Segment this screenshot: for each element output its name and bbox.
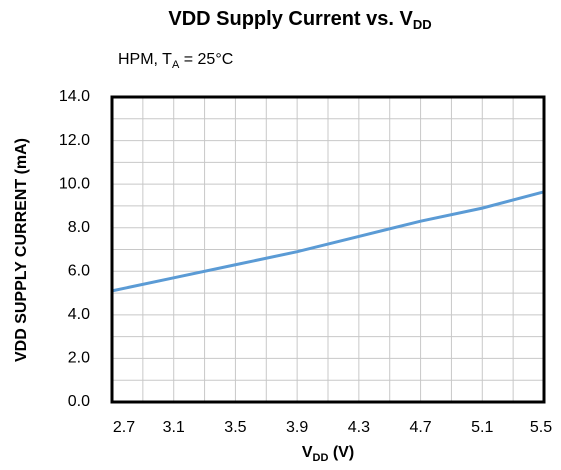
subtitle-rest: = 25°C xyxy=(179,51,233,68)
x-axis-label: VDD (V) xyxy=(302,444,354,464)
xlabel-subscript: DD xyxy=(313,452,329,464)
chart-title: VDD Supply Current vs. VDD xyxy=(168,8,431,32)
subtitle-text: HPM, T xyxy=(118,51,172,68)
y-tick-label: 0.0 xyxy=(68,393,90,410)
y-tick-label: 14.0 xyxy=(59,88,90,105)
xlabel-rest: (V) xyxy=(328,444,354,461)
x-tick-label: 4.7 xyxy=(409,419,431,436)
x-tick-label: 3.5 xyxy=(224,419,246,436)
y-tick-label: 8.0 xyxy=(68,219,90,236)
x-tick-label: 3.1 xyxy=(163,419,185,436)
x-tick-label: 5.1 xyxy=(471,419,493,436)
y-tick-label: 12.0 xyxy=(59,132,90,149)
y-tick-label: 6.0 xyxy=(68,263,90,280)
x-tick-label: 5.5 xyxy=(530,419,552,436)
chart-subtitle: HPM, TA = 25°C xyxy=(118,51,233,71)
x-tick-label: 3.9 xyxy=(286,419,308,436)
y-axis-label: VDD SUPPLY CURRENT (mA) xyxy=(13,138,30,362)
x-tick-label: 4.3 xyxy=(348,419,370,436)
y-tick-label: 2.0 xyxy=(68,350,90,367)
xlabel-text: V xyxy=(302,444,313,461)
y-tick-label: 4.0 xyxy=(68,306,90,323)
data-line xyxy=(111,190,545,293)
subtitle-subscript: A xyxy=(172,59,180,71)
title-subscript: DD xyxy=(413,17,432,32)
y-tick-label: 10.0 xyxy=(59,175,90,192)
plot-border xyxy=(110,95,546,404)
title-text: VDD Supply Current vs. V xyxy=(168,8,413,30)
x-tick-label: 2.7 xyxy=(113,419,135,436)
